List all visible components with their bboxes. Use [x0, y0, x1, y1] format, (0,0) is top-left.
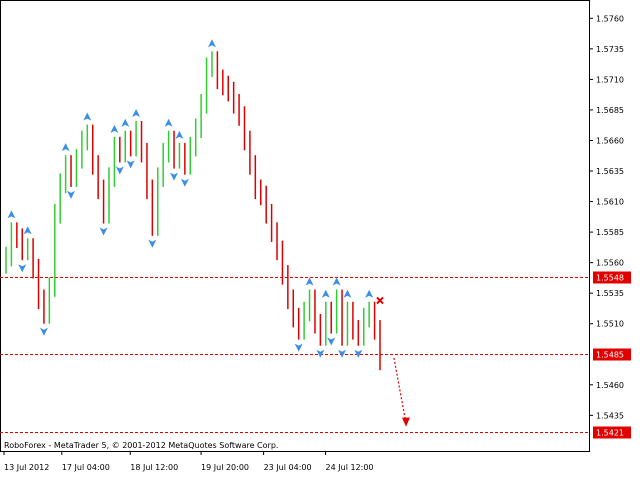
- forecast-arrow: [376, 296, 410, 427]
- down-fractal-marker: [294, 343, 303, 352]
- level-label: 1.5485: [596, 351, 624, 360]
- down-fractal-marker: [354, 349, 363, 358]
- y-tick-label: 1.5685: [596, 106, 624, 115]
- level-label-box: [593, 426, 631, 439]
- up-fractal-marker: [207, 39, 216, 48]
- level-label: 1.5548: [596, 274, 624, 283]
- y-tick-label: 1.5710: [596, 75, 624, 84]
- up-fractal-marker: [23, 226, 32, 235]
- down-fractal-marker: [99, 227, 108, 236]
- fractal-markers: [7, 39, 374, 358]
- up-fractal-marker: [164, 118, 173, 127]
- x-tick-label: 19 Jul 20:00: [201, 463, 249, 472]
- y-tick-label: 1.5510: [596, 320, 624, 329]
- y-tick-label: 1.5435: [596, 411, 624, 420]
- y-tick-label: 1.5460: [596, 381, 624, 390]
- x-tick-label: 18 Jul 12:00: [130, 463, 178, 472]
- forecast-arrowhead: [402, 417, 410, 427]
- y-tick-label: 1.5635: [596, 167, 624, 176]
- y-tick-label: 1.5660: [596, 136, 624, 145]
- candles: [5, 51, 381, 371]
- y-tick-label: 1.5735: [596, 45, 624, 54]
- up-fractal-marker: [343, 289, 352, 298]
- y-tick-label: 1.5585: [596, 228, 624, 237]
- up-fractal-marker: [83, 112, 92, 121]
- y-tick-label: 1.5760: [596, 14, 624, 23]
- down-fractal-marker: [170, 172, 179, 181]
- y-tick-label: 1.5610: [596, 198, 624, 207]
- y-tick-label: 1.5535: [596, 289, 624, 298]
- y-axis: 1.5760 1.5735 1.5710 1.5685 1.5660 1.5635 1.56…: [590, 14, 624, 420]
- down-fractal-marker: [126, 160, 135, 169]
- copyright-text: RoboForex - MetaTrader 5, © 2001-2012 Me…: [4, 441, 278, 450]
- down-fractal-marker: [67, 190, 76, 199]
- x-tick-label: 24 Jul 12:00: [326, 463, 374, 472]
- down-fractal-marker: [180, 178, 189, 187]
- down-fractal-marker: [327, 337, 336, 346]
- forecast-line: [393, 357, 407, 424]
- cross-marker: [376, 296, 384, 305]
- down-fractal-marker: [18, 264, 27, 273]
- down-fractal-marker: [39, 327, 48, 336]
- up-fractal-marker: [321, 289, 330, 298]
- up-fractal-marker: [305, 277, 314, 286]
- x-tick-label: 13 Jul 2012: [4, 463, 49, 472]
- x-tick-label: 17 Jul 04:00: [62, 463, 110, 472]
- level-label-box: [593, 348, 631, 361]
- plot-frame: [0, 0, 590, 452]
- up-fractal-marker: [175, 130, 184, 139]
- up-fractal-marker: [365, 289, 374, 298]
- x-tick-label: 23 Jul 04:00: [264, 463, 312, 472]
- down-fractal-marker: [148, 239, 157, 248]
- level-lines: 1.5548 1.5485 1.5421: [0, 271, 631, 439]
- up-fractal-marker: [332, 277, 341, 286]
- up-fractal-marker: [61, 143, 70, 152]
- down-fractal-marker: [115, 166, 124, 175]
- level-label: 1.5421: [596, 429, 624, 438]
- level-label-box: [593, 271, 631, 284]
- up-fractal-marker: [121, 118, 130, 127]
- down-fractal-marker: [338, 349, 347, 358]
- x-axis: 13 Jul 2012 17 Jul 04:00 18 Jul 12:00 19 Ju…: [3, 452, 374, 472]
- up-fractal-marker: [132, 108, 141, 117]
- y-tick-label: 1.5560: [596, 259, 624, 268]
- up-fractal-marker: [7, 210, 16, 219]
- up-fractal-marker: [110, 124, 119, 133]
- down-fractal-marker: [316, 349, 325, 358]
